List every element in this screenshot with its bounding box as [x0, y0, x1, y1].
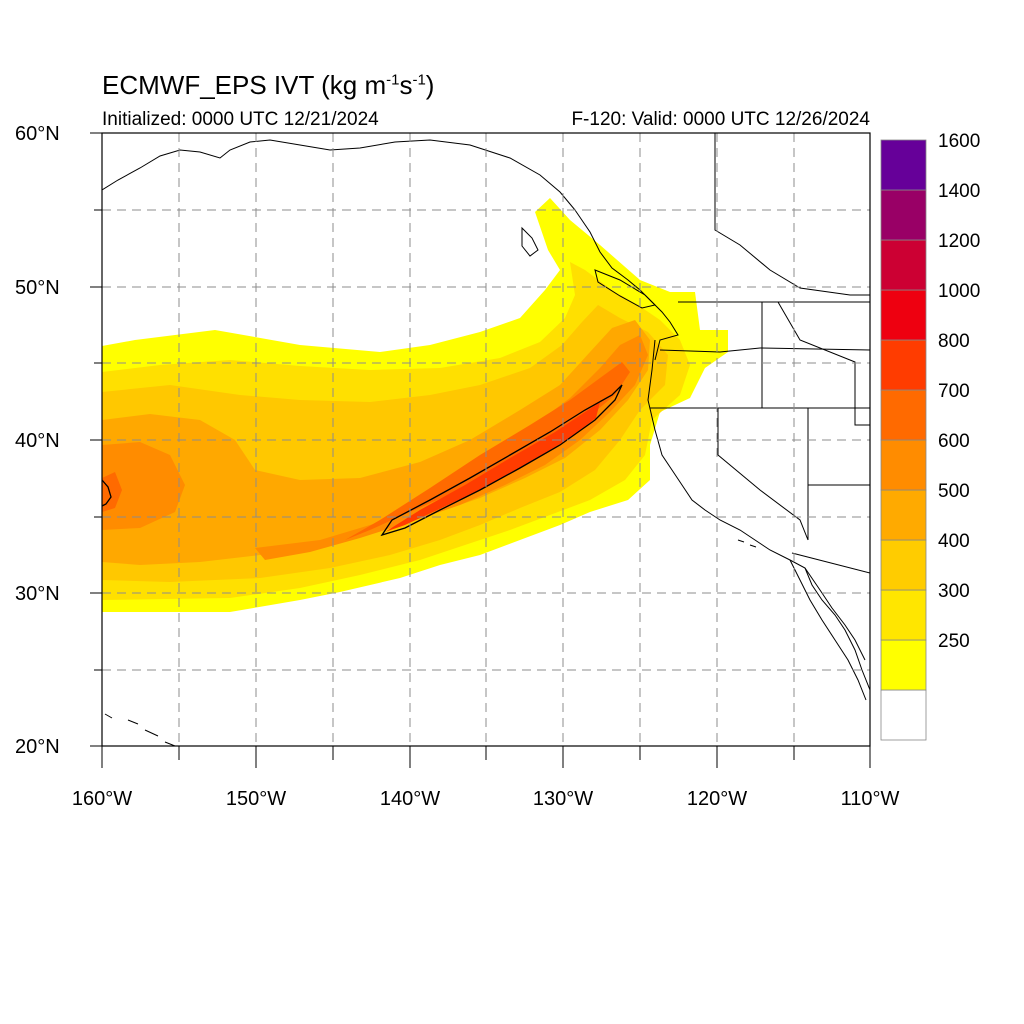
colorbar-label-600: 600 [938, 431, 970, 452]
ivt-contour-800 [385, 402, 600, 532]
lat-label-50: 50°N [15, 277, 60, 299]
lon-label-150: 150°W [226, 788, 286, 810]
colorbar-box-8 [880, 289, 927, 341]
lon-labels: 160°W 150°W 140°W 130°W 120°W 110°W [72, 788, 900, 810]
ivt-contour-600 [102, 442, 185, 530]
lat-label-60: 60°N [15, 123, 60, 145]
colorbar-box-0 [880, 689, 927, 741]
lon-label-160: 160°W [72, 788, 132, 810]
state-border-wa-or [659, 347, 870, 353]
colorbar-box-2 [880, 589, 927, 641]
lat-label-30: 30°N [15, 583, 60, 605]
ivt-contour-lines [101, 384, 623, 537]
colorbar-label-700: 700 [938, 381, 970, 402]
ar-core-contour [380, 384, 623, 537]
channel-islands [737, 539, 757, 548]
west-core-contour [101, 479, 112, 507]
initialized-subtitle: Initialized: 0000 UTC 12/21/2024 [102, 109, 379, 130]
colorbar-label-250: 250 [938, 631, 970, 652]
state-border-ca-nv [717, 408, 809, 541]
valid-time-subtitle: F-120: Valid: 0000 UTC 12/26/2024 [571, 109, 870, 130]
colorbar-label-1400: 1400 [938, 181, 980, 202]
alaska-coast [102, 139, 576, 211]
bc-interior-coast [714, 133, 870, 296]
colorbar-box-4 [880, 489, 927, 541]
ivt-contour-600-b [255, 335, 648, 560]
lon-label-110: 110°W [841, 788, 900, 810]
us-mexico-border [791, 552, 870, 574]
colorbar-label-800: 800 [938, 331, 970, 352]
ivt-shading [102, 198, 728, 612]
lat-ticks [90, 132, 102, 747]
lat-label-40: 40°N [15, 430, 60, 452]
coastlines [102, 133, 870, 746]
ivt-contour-500 [102, 320, 650, 565]
colorbar-label-300: 300 [938, 581, 970, 602]
colorbar-label-500: 500 [938, 481, 970, 502]
colorbar-box-11 [880, 139, 927, 191]
gulf-california [804, 567, 866, 661]
haida-gwaii [521, 226, 539, 257]
lat-labels: 60°N 50°N 40°N 30°N 20°N [15, 123, 60, 758]
colorbar-label-1600: 1600 [938, 131, 980, 152]
hawaii-islands [104, 713, 176, 746]
lat-label-20: 20°N [15, 736, 60, 758]
colorbar-label-400: 400 [938, 531, 970, 552]
colorbar-label-1000: 1000 [938, 281, 980, 302]
colorbar-box-3 [880, 539, 927, 591]
map-grid [102, 133, 870, 746]
state-border-id-mt [777, 301, 870, 426]
us-west-coast [647, 339, 870, 691]
colorbar: 250 300 400 500 600 700 800 1000 1200 1400 1600 [880, 131, 980, 741]
colorbar-box-5 [880, 439, 927, 491]
colorbar-box-6 [880, 389, 927, 441]
colorbar-box-1 [880, 639, 927, 691]
ivt-contour-700-b [345, 362, 630, 540]
colorbar-box-7 [880, 339, 927, 391]
lon-label-120: 120°W [687, 788, 747, 810]
colorbar-box-10 [880, 189, 927, 241]
map-title: ECMWF_EPS IVT (kg m-1s-1) [102, 70, 435, 100]
lon-label-130: 130°W [533, 788, 593, 810]
vancouver-island [594, 269, 656, 309]
colorbar-box-9 [880, 239, 927, 291]
lon-ticks [101, 746, 871, 768]
lon-label-140: 140°W [380, 788, 440, 810]
colorbar-label-1200: 1200 [938, 231, 980, 252]
baja-coast [789, 559, 867, 701]
